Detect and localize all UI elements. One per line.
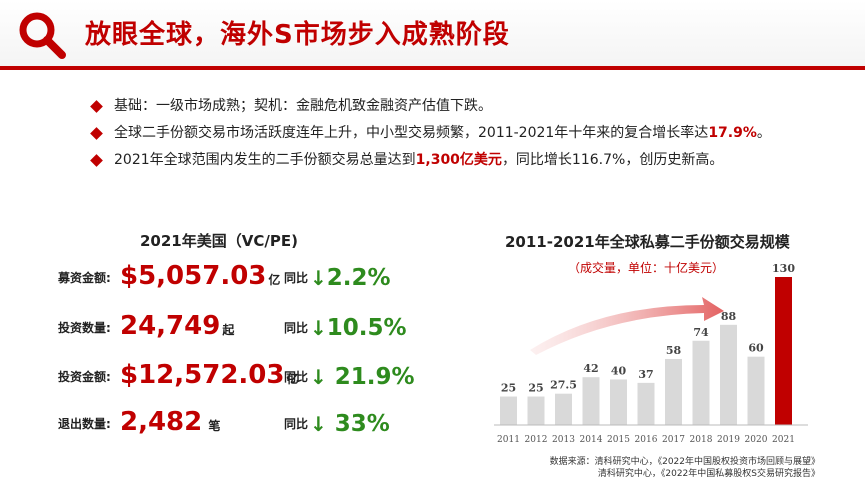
x-tick-2012: 2012 xyxy=(525,435,548,445)
stat-label: 投资数量: xyxy=(58,321,111,335)
stat-row-exit-count: 退出数量: 2,482 笔 同比 ↓ 33% xyxy=(58,400,438,440)
bar-2014 xyxy=(582,377,600,425)
page-title: 放眼全球，海外S市场步入成熟阶段 xyxy=(85,20,510,50)
bullet-item: 2021年全球范围内发生的二手份额交易总量达到1,300亿美元，同比增长116.… xyxy=(90,150,830,171)
stat-row-fundraising: 募资金额: $5,057.03 亿 同比 ↓2.2% xyxy=(58,254,438,294)
header-divider xyxy=(0,66,865,70)
bar-2020 xyxy=(747,356,765,425)
stat-row-investment-amount: 投资金额: $12,572.03 亿 同比 ↓ 21.9% xyxy=(58,353,438,393)
source-line: 清科研究中心，《2022年中国私募股权S交易研究报告》 xyxy=(597,469,820,479)
x-tick-2021: 2021 xyxy=(772,435,795,445)
chart-subtitle: （成交量，单位：十亿美元） xyxy=(568,261,725,275)
yoy-change: ↓10.5% xyxy=(310,315,407,341)
bullet-text: 全球二手份额交易市场活跃度连年上升，中小型交易频繁，2011-2021年十年来的… xyxy=(114,125,709,141)
yoy-label: 同比 xyxy=(284,370,309,384)
bullet-highlight: 1,300亿美元 xyxy=(415,152,502,168)
yoy-label: 同比 xyxy=(284,417,309,431)
stat-unit: 笔 xyxy=(204,419,221,433)
bullet-item: 基础：一级市场成熟；契机：金融危机致金融资产估值下跌。 xyxy=(90,96,830,117)
stat-unit: 起 xyxy=(222,323,235,337)
stat-label: 退出数量: xyxy=(58,417,111,431)
yoy-change: ↓2.2% xyxy=(310,265,391,291)
data-label-2021: 130 xyxy=(772,262,795,275)
bar-2012 xyxy=(527,396,545,425)
diamond-bullet-icon xyxy=(90,154,103,167)
bar-2016 xyxy=(637,382,655,425)
arrow-down-icon: ↓ xyxy=(310,266,327,290)
stat-value: 2,482 笔 xyxy=(120,407,221,437)
search-icon xyxy=(19,12,66,59)
x-tick-2018: 2018 xyxy=(690,435,713,445)
data-label-2017: 58 xyxy=(666,344,682,357)
stat-label: 募资金额: xyxy=(58,271,111,285)
trend-arrow-icon xyxy=(530,297,724,355)
data-label-2020: 60 xyxy=(748,342,764,355)
header-bar xyxy=(0,0,865,68)
stat-label: 投资金额: xyxy=(58,370,111,384)
arrow-down-icon: ↓ xyxy=(310,412,327,436)
x-tick-2020: 2020 xyxy=(745,435,768,445)
bar-2019 xyxy=(720,324,737,425)
stat-value: $5,057.03 亿 xyxy=(120,261,281,291)
bullet-text: ，同比增长116.7%，创历史新高。 xyxy=(501,152,724,168)
data-label-2012: 25 xyxy=(528,382,543,395)
x-tick-2017: 2017 xyxy=(662,435,685,445)
diamond-bullet-icon xyxy=(90,100,103,113)
stat-unit: 亿 xyxy=(268,273,281,287)
x-tick-2015: 2015 xyxy=(607,435,630,445)
yoy-label: 同比 xyxy=(284,271,309,285)
data-label-2013: 27.5 xyxy=(550,379,577,392)
bullet-list: 基础：一级市场成熟；契机：金融危机致金融资产估值下跌。 全球二手份额交易市场活跃… xyxy=(90,96,830,171)
bar-2011 xyxy=(500,396,517,425)
bullet-text: 。 xyxy=(756,125,771,141)
source-note: 数据来源：清科研究中心，《2022年中国股权投资市场回顾与展望》 清科研究中心，… xyxy=(500,456,820,480)
yoy-change: ↓ 33% xyxy=(310,411,390,437)
x-tick-2013: 2013 xyxy=(552,435,575,445)
arrow-down-icon: ↓ xyxy=(310,365,327,389)
x-tick-2019: 2019 xyxy=(717,435,740,445)
bar-chart: 25 2011 25 2012 27.5 2013 42 2014 40 2015 37 2016 58… xyxy=(494,262,808,445)
bar-2018 xyxy=(692,340,710,425)
x-tick-2014: 2014 xyxy=(580,435,603,445)
bar-2017 xyxy=(665,358,682,425)
yoy-label: 同比 xyxy=(284,321,309,335)
bullet-highlight: 17.9% xyxy=(708,125,757,141)
data-label-2016: 37 xyxy=(638,368,653,381)
data-label-2018: 74 xyxy=(693,326,709,339)
yoy-change: ↓ 21.9% xyxy=(310,364,415,390)
bullet-text: 2021年全球范围内发生的二手份额交易总量达到 xyxy=(114,152,416,168)
stats-title: 2021年美国（VC/PE) xyxy=(140,232,298,250)
diamond-bullet-icon xyxy=(90,127,103,140)
source-line: 数据来源：清科研究中心，《2022年中国股权投资市场回顾与展望》 xyxy=(549,457,820,467)
x-tick-2011: 2011 xyxy=(497,435,520,445)
bullet-text: 基础：一级市场成熟；契机：金融危机致金融资产估值下跌。 xyxy=(114,98,492,114)
bullet-item: 全球二手份额交易市场活跃度连年上升，中小型交易频繁，2011-2021年十年来的… xyxy=(90,123,830,144)
bar-2013 xyxy=(555,393,572,425)
bar-2015 xyxy=(610,379,627,425)
stat-row-deal-count: 投资数量: 24,749 起 同比 ↓10.5% xyxy=(58,304,438,344)
data-label-2014: 42 xyxy=(583,362,598,375)
data-label-2015: 40 xyxy=(611,364,627,377)
stat-unit: 亿 xyxy=(286,372,299,386)
bar-2021 xyxy=(775,277,792,425)
stat-value: $12,572.03 亿 xyxy=(120,360,299,390)
chart-title: 2011-2021年全球私募二手份额交易规模 xyxy=(505,233,790,251)
data-label-2011: 25 xyxy=(501,382,516,395)
arrow-down-icon: ↓ xyxy=(310,316,327,340)
data-label-2019: 88 xyxy=(721,310,737,323)
stat-value: 24,749 起 xyxy=(120,311,235,341)
x-tick-2016: 2016 xyxy=(635,435,658,445)
